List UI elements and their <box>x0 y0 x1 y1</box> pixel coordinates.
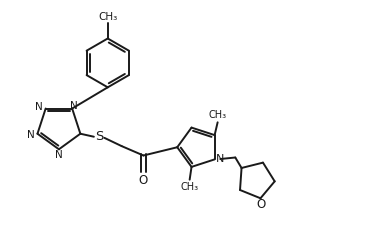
Text: N: N <box>55 150 63 160</box>
Text: CH₃: CH₃ <box>208 110 227 120</box>
Text: N: N <box>35 102 43 112</box>
Text: S: S <box>95 130 103 143</box>
Text: N: N <box>216 154 224 164</box>
Text: N: N <box>27 130 35 140</box>
Text: O: O <box>257 198 266 211</box>
Text: CH₃: CH₃ <box>181 182 199 192</box>
Text: N: N <box>70 101 78 110</box>
Text: O: O <box>139 174 148 187</box>
Text: CH₃: CH₃ <box>98 12 117 22</box>
